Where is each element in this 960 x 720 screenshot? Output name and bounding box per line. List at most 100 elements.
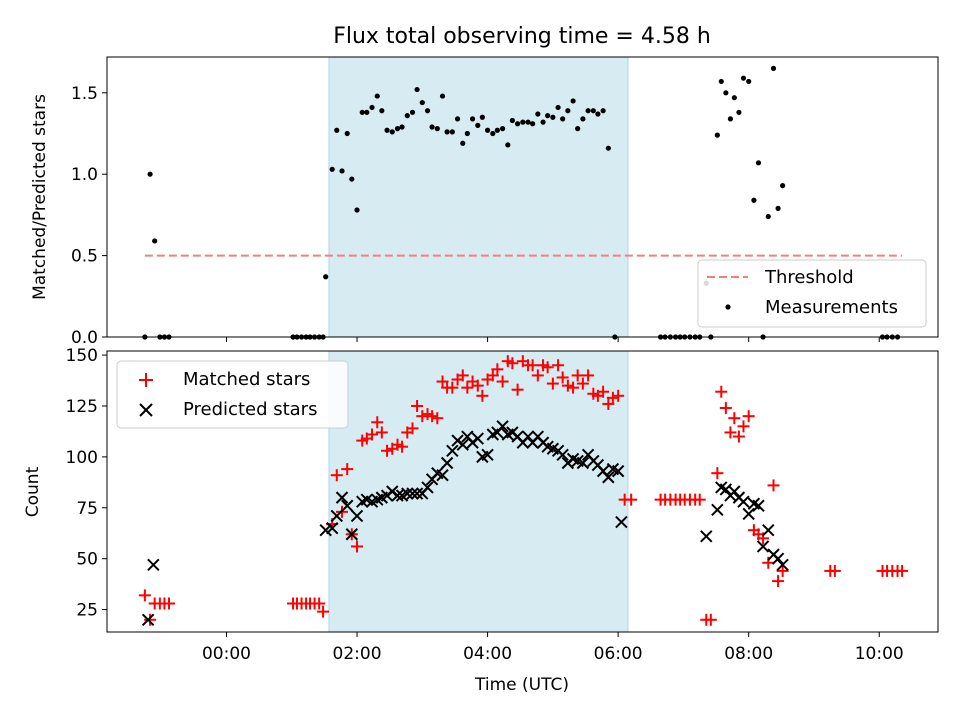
bottom-axes-frame: [106, 350, 939, 633]
measurement-point: [509, 117, 515, 124]
measurement-point: [359, 109, 365, 115]
x-tick-label: 04:00: [463, 644, 512, 664]
measurement-point: [525, 119, 531, 125]
matched-star-point: [461, 381, 474, 394]
measurement-point: [775, 205, 781, 211]
top-panel: 0.0 0.5 1.0 1.5 Flux total observing time =…: [30, 24, 939, 348]
measurement-point: [384, 127, 390, 133]
measurement-point: [449, 129, 455, 135]
matched-star-point: [446, 381, 459, 394]
measurement-point: [520, 119, 526, 125]
matched-star-point: [597, 385, 610, 398]
measurement-point: [469, 116, 476, 122]
predicted-star-point: [471, 432, 484, 445]
measurement-point: [354, 207, 360, 213]
measurement-point: [323, 274, 329, 280]
measurement-point: [723, 90, 729, 96]
top-legend: Threshold Measurements: [697, 259, 927, 328]
legend-predicted-label: Predicted stars: [183, 399, 317, 420]
measurement-point: [394, 126, 401, 132]
measurement-point: [575, 126, 581, 132]
matched-star-point: [486, 369, 499, 382]
top-x-ticks: [225, 337, 880, 342]
top-axes-frame: [106, 56, 939, 338]
measurement-point: [550, 114, 556, 120]
predicted-star-point: [326, 521, 339, 535]
x-tick-label: 06:00: [594, 644, 643, 664]
measurement-point: [530, 121, 536, 127]
measurement-point: [600, 108, 606, 114]
measurement-point: [419, 99, 425, 106]
matched-star-point: [896, 564, 909, 577]
predicted-star-point: [410, 487, 424, 500]
measurement-point: [484, 127, 491, 133]
predicted-star-point: [776, 558, 789, 572]
bottom-y-tick-label: 150: [66, 346, 98, 366]
predicted-star-point: [481, 448, 494, 462]
top-shaded-interval: [328, 56, 629, 338]
measurement-point: [460, 140, 466, 146]
predicted-star-point: [602, 471, 615, 484]
predicted-star-point: [615, 515, 628, 529]
measurement-point: [349, 176, 355, 182]
predicted-star-point: [700, 530, 713, 543]
predicted-star-point: [436, 469, 449, 482]
bottom-y-axis-label: Count: [23, 466, 43, 517]
matched-star-point: [317, 605, 330, 618]
measurement-point: [475, 122, 481, 128]
measurement-point: [444, 129, 450, 135]
legend-measurements-swatch: [725, 304, 731, 310]
predicted-star-point: [456, 438, 469, 451]
predicted-star-point: [728, 485, 741, 498]
measurement-point: [152, 238, 158, 244]
measurement-point: [595, 111, 601, 117]
matched-star-point: [552, 359, 565, 372]
legend-matched-label: Matched stars: [183, 369, 310, 390]
predicted-star-point: [496, 420, 509, 433]
matched-star-point: [144, 613, 157, 626]
x-tick-label: 02:00: [333, 644, 382, 664]
measurement-point: [545, 113, 551, 119]
measurement-point: [751, 197, 757, 203]
chart-title: Flux total observing time = 4.58 h: [333, 24, 711, 49]
predicted-star-point: [756, 540, 770, 553]
measurement-point: [490, 130, 496, 137]
matched-star-point: [138, 589, 151, 602]
matched-star-point: [742, 410, 755, 423]
predicted-star-point: [350, 509, 364, 523]
bottom-panel: 25 50 75 100 125 150 00:00 02:00 04:00 06:00 08:0…: [23, 346, 939, 695]
matched-star-point: [476, 389, 489, 402]
measurement-point: [555, 104, 561, 111]
matched-star-point: [724, 426, 737, 439]
predicted-star-point: [771, 552, 785, 565]
matched-star-point: [341, 463, 354, 476]
matched-star-point: [728, 412, 741, 425]
matched-star-point: [456, 369, 469, 382]
top-y-tick-label: 1.0: [71, 165, 98, 185]
matched-star-point: [511, 383, 524, 396]
measurement-point: [540, 119, 546, 125]
matched-star-point: [612, 389, 625, 402]
bottom-y-tick-label: 25: [76, 601, 98, 621]
bottom-legend-box: [116, 360, 349, 429]
measurement-point: [560, 116, 566, 122]
measurement-point: [755, 160, 762, 166]
predicted-star-point: [345, 528, 359, 541]
measurement-point: [454, 116, 461, 122]
measurement-point: [379, 108, 385, 114]
measurement-point: [479, 114, 485, 120]
matched-star-point: [426, 410, 439, 423]
matched-star-point: [366, 428, 379, 441]
predicted-star-point: [330, 509, 343, 523]
measurement-point: [590, 108, 596, 114]
x-tick-label: 10:00: [855, 644, 904, 664]
matched-star-point: [606, 391, 619, 404]
predicted-star-point: [611, 464, 625, 478]
legend-matched-swatch: [139, 373, 153, 387]
bottom-shaded-interval: [328, 350, 629, 633]
measurement-point: [505, 142, 511, 148]
matched-star-point: [491, 363, 504, 376]
measurement-point: [714, 132, 720, 138]
predicted-star-point: [440, 456, 454, 470]
matched-star-point: [556, 371, 569, 384]
